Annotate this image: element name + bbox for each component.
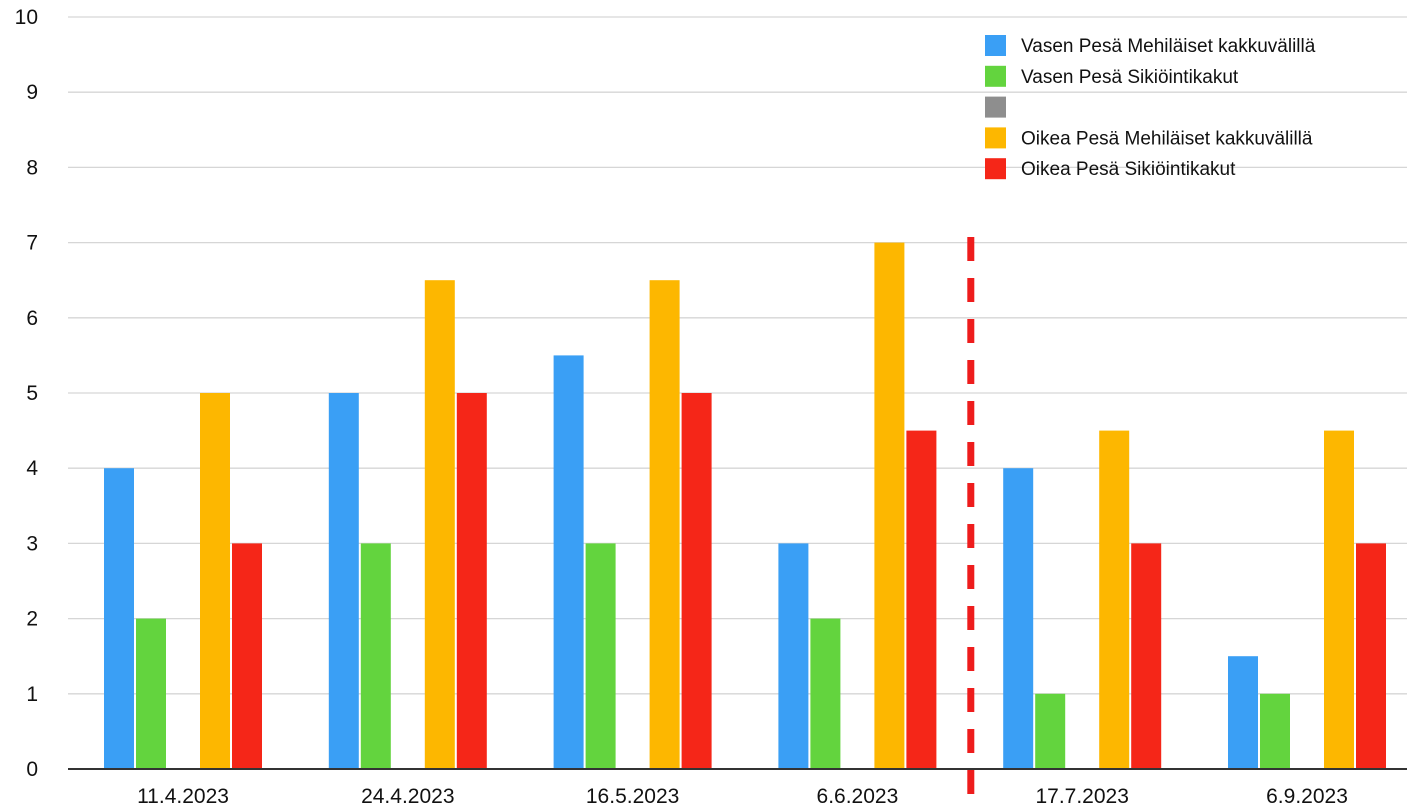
bar-series-4-24.4.2023 bbox=[456, 393, 487, 769]
legend-label: Vasen Pesä Mehiläiset kakkuvälillä bbox=[1021, 36, 1316, 57]
legend-label: Vasen Pesä Sikiöintikakut bbox=[1021, 67, 1239, 88]
bar-series-1-6.6.2023 bbox=[810, 618, 841, 769]
x-tick-label: 6.9.2023 bbox=[1266, 785, 1348, 808]
y-tick-label: 10 bbox=[15, 6, 38, 29]
legend-swatch bbox=[985, 96, 1006, 118]
y-tick-label: 1 bbox=[26, 683, 38, 706]
y-tick-label: 8 bbox=[26, 156, 38, 179]
bar-series-0-11.4.2023 bbox=[104, 468, 134, 769]
x-tick-label: 17.7.2023 bbox=[1035, 785, 1128, 808]
bar-series-1-6.9.2023 bbox=[1260, 693, 1290, 769]
bar-series-0-6.9.2023 bbox=[1228, 656, 1258, 769]
bar-series-3-16.5.2023 bbox=[649, 280, 680, 769]
bar-series-1-16.5.2023 bbox=[585, 543, 616, 769]
y-tick-label: 6 bbox=[26, 307, 38, 330]
bar-series-3-11.4.2023 bbox=[200, 393, 230, 769]
bar-series-4-11.4.2023 bbox=[232, 543, 262, 769]
legend-swatch bbox=[985, 35, 1006, 56]
bar-series-3-24.4.2023 bbox=[424, 280, 455, 769]
x-tick-label: 24.4.2023 bbox=[361, 785, 454, 808]
y-axis-ticks: 0 1 2 3 4 5 6 7 8 9 10 bbox=[15, 6, 39, 781]
bar-series-0-16.5.2023 bbox=[553, 355, 584, 769]
gridlines bbox=[68, 16, 1407, 695]
y-tick-label: 4 bbox=[26, 457, 38, 480]
bar-series-1-24.4.2023 bbox=[360, 543, 391, 769]
y-tick-label: 7 bbox=[26, 232, 38, 255]
bar-series-4-16.5.2023 bbox=[681, 393, 712, 769]
y-tick-label: 3 bbox=[26, 532, 38, 555]
y-tick-label: 5 bbox=[26, 382, 38, 405]
x-tick-label: 11.4.2023 bbox=[137, 785, 229, 808]
bar-series-0-17.7.2023 bbox=[1003, 468, 1034, 769]
legend: Vasen Pesä Mehiläiset kakkuvälillä Vasen … bbox=[985, 35, 1316, 180]
bar-series-4-6.6.2023 bbox=[906, 430, 937, 769]
legend-label: Oikea Pesä Sikiöintikakut bbox=[1021, 159, 1236, 180]
bar-series-4-6.9.2023 bbox=[1356, 543, 1386, 769]
bar-series-0-24.4.2023 bbox=[328, 393, 359, 769]
bar-series-3-6.6.2023 bbox=[874, 242, 905, 770]
bar-series-4-17.7.2023 bbox=[1131, 543, 1162, 769]
bar-series-3-17.7.2023 bbox=[1099, 430, 1130, 769]
legend-swatch bbox=[985, 127, 1006, 149]
y-tick-label: 0 bbox=[26, 758, 38, 781]
y-tick-label: 2 bbox=[26, 608, 38, 631]
bar-series-1-17.7.2023 bbox=[1035, 693, 1066, 769]
bars bbox=[104, 242, 1386, 770]
x-axis-ticks: 11.4.2023 24.4.2023 16.5.2023 6.6.2023 17.7.… bbox=[137, 785, 1348, 808]
bar-series-3-6.9.2023 bbox=[1324, 430, 1354, 769]
bar-series-1-11.4.2023 bbox=[136, 618, 166, 769]
legend-label: Oikea Pesä Mehiläiset kakkuvälillä bbox=[1021, 128, 1313, 149]
legend-swatch bbox=[985, 158, 1006, 180]
x-tick-label: 6.6.2023 bbox=[817, 785, 899, 808]
y-tick-label: 9 bbox=[26, 81, 38, 104]
x-tick-label: 16.5.2023 bbox=[586, 785, 679, 808]
legend-swatch bbox=[985, 65, 1006, 87]
bar-series-0-6.6.2023 bbox=[778, 543, 809, 769]
